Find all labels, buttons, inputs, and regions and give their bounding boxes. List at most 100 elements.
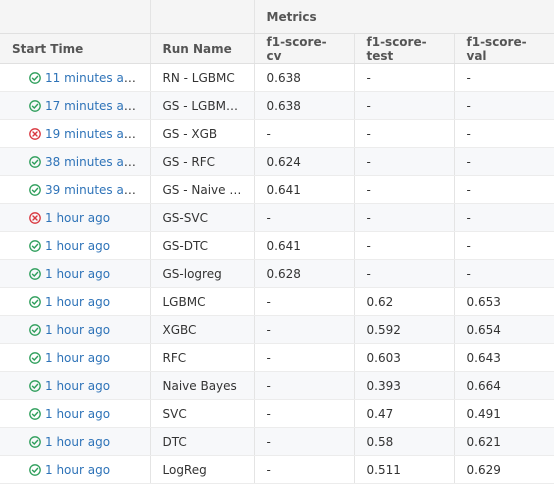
start-time-link[interactable]: 1 hour ago (45, 322, 111, 337)
f1-score-test-cell: 0.393 (353, 371, 454, 400)
start-time-cell: 1 hour ago (0, 231, 150, 260)
start-time-link[interactable]: 1 hour ago (45, 238, 111, 253)
table-row[interactable]: 1 hour ago GS-logreg 0.628- - (0, 259, 554, 288)
table-row[interactable]: 38 minutes ago GS - RFC 0.624- - (0, 147, 554, 176)
table-row[interactable]: 1 hour ago Naive Bayes -0.393 0.664 (0, 371, 554, 400)
success-icon (29, 435, 41, 448)
failed-icon (29, 127, 41, 140)
start-time-cell: 1 hour ago (0, 371, 150, 400)
start-time-cell: 1 hour ago (0, 315, 150, 344)
start-time-link[interactable]: 1 hour ago (45, 378, 111, 393)
f1-score-test-cell: - (353, 259, 454, 288)
start-time-link[interactable]: 38 minutes ago (45, 154, 139, 169)
run-name-cell: SVC (149, 399, 254, 428)
f1-score-val-cell: 0.491 (453, 399, 554, 428)
f1-score-test-cell: 0.511 (353, 455, 454, 484)
table-body: 11 minutes ago RN - LGBMC 0.638- -17 minute… (0, 63, 554, 484)
success-icon (29, 183, 41, 196)
table-row[interactable]: 1 hour ago GS-SVC - - - (0, 203, 554, 232)
table-row[interactable]: 17 minutes ago GS - LGBMC … 0.638- - (0, 91, 554, 120)
f1-score-cv-cell: 0.624 (253, 147, 354, 176)
table-row[interactable]: 1 hour ago LGBMC -0.62 0.653 (0, 287, 554, 316)
f1-score-cv-cell: - (253, 399, 354, 428)
success-icon (29, 99, 41, 112)
start-time-cell: 19 minutes ago (0, 119, 150, 148)
run-name-cell: GS-SVC (149, 203, 254, 232)
f1-score-cv-cell: - (253, 203, 354, 232)
run-name-cell: XGBC (149, 315, 254, 344)
failed-icon (29, 211, 41, 224)
f1-score-test-cell: - (353, 147, 454, 176)
f1-score-test-cell: - (353, 203, 454, 232)
run-name-cell: Naive Bayes (149, 371, 254, 400)
table-row[interactable]: 39 minutes ago GS - Naive B… 0.641- - (0, 175, 554, 204)
f1-score-test-cell: - (353, 119, 454, 148)
run-name-cell: GS - RFC (149, 147, 254, 176)
column-header-f1-score-cv[interactable]: f1-score-cv (253, 33, 354, 64)
f1-score-val-cell: 0.629 (453, 455, 554, 484)
f1-score-cv-cell: - (253, 371, 354, 400)
column-header-run-name[interactable]: Run Name (149, 33, 254, 64)
column-header-row: Start Time Run Name f1-score-cv f1-score… (0, 33, 554, 64)
start-time-link[interactable]: 1 hour ago (45, 350, 111, 365)
f1-score-cv-cell: - (253, 455, 354, 484)
f1-score-cv-cell: - (253, 427, 354, 456)
column-header-f1-score-val[interactable]: f1-score-val (453, 33, 554, 64)
start-time-cell: 1 hour ago (0, 287, 150, 316)
table-row[interactable]: 11 minutes ago RN - LGBMC 0.638- - (0, 63, 554, 92)
start-time-cell: 17 minutes ago (0, 91, 150, 120)
start-time-link[interactable]: 1 hour ago (45, 210, 111, 225)
column-header-f1-score-test[interactable]: f1-score-test (353, 33, 454, 64)
f1-score-test-cell: 0.603 (353, 343, 454, 372)
column-header-start-time[interactable]: Start Time (0, 33, 150, 64)
table-row[interactable]: 1 hour ago RFC -0.603 0.643 (0, 343, 554, 372)
start-time-link[interactable]: 1 hour ago (45, 434, 111, 449)
success-icon (29, 71, 41, 84)
start-time-link[interactable]: 11 minutes ago (45, 70, 139, 85)
f1-score-cv-cell: - (253, 119, 354, 148)
run-name-cell: GS - Naive B… (149, 175, 254, 204)
start-time-cell: 39 minutes ago (0, 175, 150, 204)
start-time-link[interactable]: 1 hour ago (45, 406, 111, 421)
f1-score-cv-cell: - (253, 287, 354, 316)
f1-score-test-cell: - (353, 231, 454, 260)
start-time-cell: 38 minutes ago (0, 147, 150, 176)
f1-score-test-cell: 0.47 (353, 399, 454, 428)
start-time-cell: 1 hour ago (0, 455, 150, 484)
f1-score-val-cell: 0.664 (453, 371, 554, 400)
table-row[interactable]: 19 minutes ago GS - XGB - - - (0, 119, 554, 148)
f1-score-test-cell: 0.592 (353, 315, 454, 344)
start-time-link[interactable]: 1 hour ago (45, 266, 111, 281)
success-icon (29, 267, 41, 280)
start-time-link[interactable]: 17 minutes ago (45, 98, 139, 113)
table-row[interactable]: 1 hour ago GS-DTC 0.641- - (0, 231, 554, 260)
success-icon (29, 463, 41, 476)
success-icon (29, 351, 41, 364)
run-name-cell: LogReg (149, 455, 254, 484)
success-icon (29, 379, 41, 392)
f1-score-val-cell: - (453, 91, 554, 120)
start-time-cell: 1 hour ago (0, 259, 150, 288)
start-time-link[interactable]: 19 minutes ago (45, 126, 139, 141)
start-time-link[interactable]: 1 hour ago (45, 294, 111, 309)
f1-score-test-cell: 0.58 (353, 427, 454, 456)
f1-score-val-cell: - (453, 147, 554, 176)
f1-score-val-cell: 0.653 (453, 287, 554, 316)
table-row[interactable]: 1 hour ago XGBC -0.592 0.654 (0, 315, 554, 344)
success-icon (29, 407, 41, 420)
run-name-cell: GS - XGB (149, 119, 254, 148)
start-time-cell: 1 hour ago (0, 399, 150, 428)
table-row[interactable]: 1 hour ago LogReg -0.511 0.629 (0, 455, 554, 484)
start-time-link[interactable]: 39 minutes ago (45, 182, 139, 197)
run-name-cell: GS-DTC (149, 231, 254, 260)
table-row[interactable]: 1 hour ago DTC -0.58 0.621 (0, 427, 554, 456)
start-time-link[interactable]: 1 hour ago (45, 462, 111, 477)
f1-score-cv-cell: 0.628 (253, 259, 354, 288)
f1-score-test-cell: 0.62 (353, 287, 454, 316)
success-icon (29, 295, 41, 308)
f1-score-test-cell: - (353, 63, 454, 92)
group-header-metrics: Metrics (253, 0, 554, 34)
table-row[interactable]: 1 hour ago SVC -0.47 0.491 (0, 399, 554, 428)
success-icon (29, 239, 41, 252)
start-time-cell: 11 minutes ago (0, 63, 150, 92)
